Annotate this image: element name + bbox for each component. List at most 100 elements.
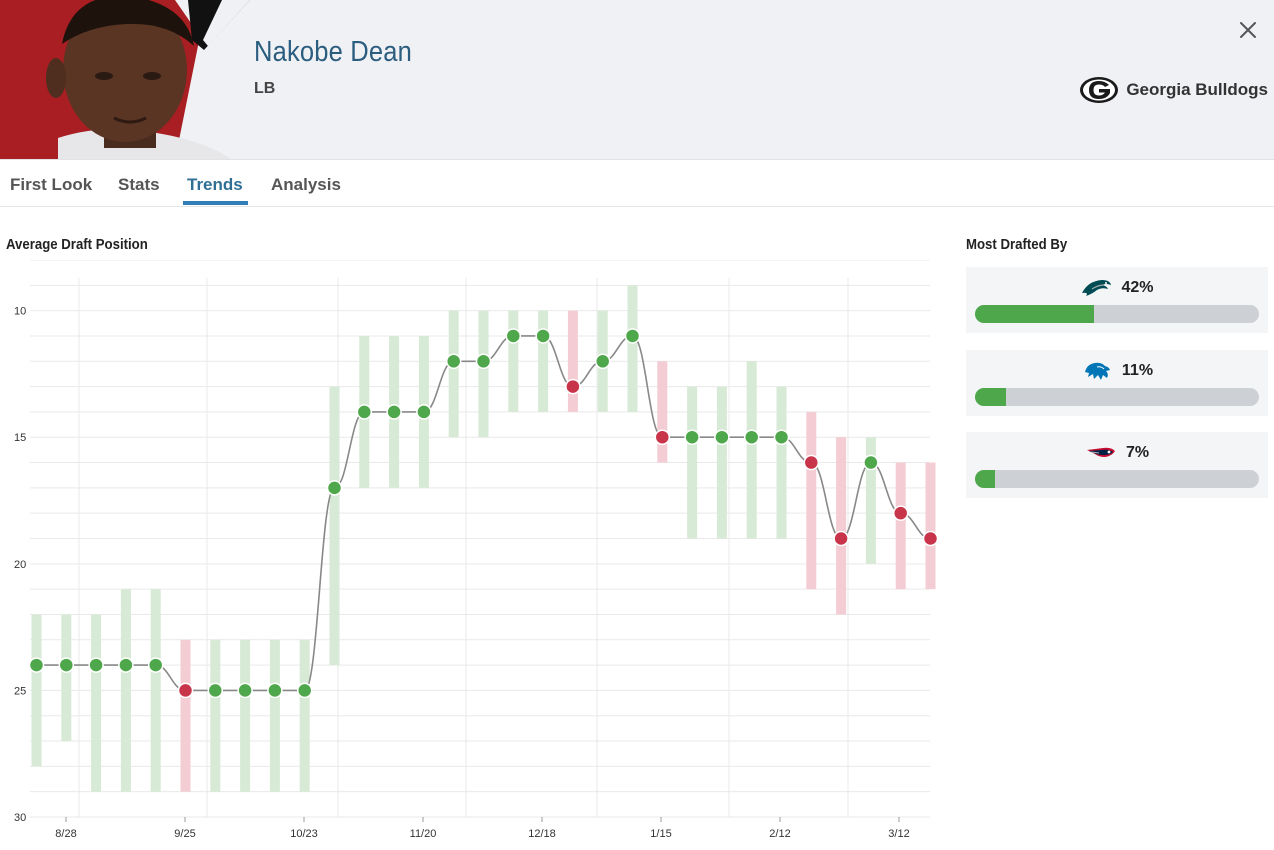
adp-point: [863, 454, 879, 471]
adp-point: [803, 454, 820, 471]
adp-range-bar: [836, 437, 847, 615]
drafted-pct-bar: [975, 388, 1259, 406]
team-affiliation: Georgia Bulldogs: [1079, 76, 1268, 104]
adp-point: [922, 530, 939, 547]
adp-point: [147, 657, 164, 673]
adp-range-bar: [716, 386, 727, 539]
x-tick-label: 10/23: [290, 828, 318, 840]
adp-point: [714, 429, 730, 445]
adp-point: [296, 682, 313, 699]
close-icon[interactable]: [1236, 18, 1260, 42]
adp-point: [773, 429, 790, 445]
drafted-pct-bar-fill: [975, 305, 1095, 323]
adp-point: [833, 530, 849, 547]
drafted-by-card: 7%: [966, 432, 1268, 498]
x-tick-label: 11/20: [410, 828, 437, 840]
team-name: Georgia Bulldogs: [1126, 80, 1268, 99]
tab-bar: First Look Stats Trends Analysis: [0, 161, 1274, 207]
adp-range-bar: [657, 361, 668, 463]
tab-trends[interactable]: Trends: [187, 175, 243, 194]
y-tick-label: 10: [14, 306, 26, 318]
adp-point: [28, 657, 45, 673]
drafted-by-card: 11%: [966, 350, 1268, 416]
adp-point: [684, 429, 700, 445]
eagles-logo-icon: [1082, 280, 1112, 296]
y-tick-label: 20: [14, 559, 26, 571]
adp-point: [267, 682, 283, 699]
adp-range-bar: [865, 437, 876, 564]
tab-stats[interactable]: Stats: [118, 175, 160, 194]
adp-point: [475, 353, 492, 370]
adp-range-bar: [746, 361, 757, 539]
georgia-g-logo-icon: [1080, 77, 1119, 103]
adp-point: [58, 657, 75, 673]
drafted-pct-bar: [975, 305, 1259, 323]
player-position: LB: [254, 80, 276, 97]
adp-chart-title: Average Draft Position: [6, 236, 148, 253]
player-header: Nakobe Dean LB Georgia Bulldogs: [0, 0, 1274, 160]
drafted-pct: 11%: [1121, 362, 1154, 379]
adp-range-bar: [240, 639, 251, 792]
tab-analysis[interactable]: Analysis: [271, 175, 341, 194]
drafted-pct: 7%: [1125, 444, 1150, 461]
patriots-logo-icon: [1086, 447, 1115, 457]
drafted-pct: 42%: [1121, 279, 1154, 296]
adp-range-bar: [538, 310, 549, 412]
y-tick-label: 15: [14, 432, 26, 444]
adp-range-bar: [478, 310, 489, 438]
adp-range-bar: [895, 462, 906, 590]
adp-range-bar: [806, 411, 817, 590]
adp-point: [326, 480, 343, 496]
adp-range-bar: [508, 310, 519, 412]
x-tick-label: 9/25: [174, 828, 195, 840]
adp-point: [177, 682, 194, 699]
drafted-by-card: 42%: [966, 267, 1268, 333]
adp-point: [535, 328, 551, 344]
adp-range-bar: [329, 386, 340, 666]
adp-point: [386, 404, 402, 420]
adp-range-bar: [61, 614, 72, 742]
x-tick-label: 1/15: [650, 828, 671, 840]
adp-range-bar: [120, 589, 131, 792]
adp-point: [356, 404, 373, 420]
adp-point: [445, 353, 462, 370]
player-photo: [0, 0, 250, 159]
x-tick-label: 2/12: [769, 828, 790, 840]
adp-point: [594, 353, 611, 370]
adp-point: [892, 505, 909, 521]
x-tick-label: 3/12: [888, 828, 909, 840]
adp-point: [565, 378, 581, 395]
x-tick-label: 8/28: [55, 828, 76, 840]
tab-first-look[interactable]: First Look: [10, 175, 93, 194]
adp-range-bar: [150, 589, 161, 792]
adp-range-bar: [925, 462, 936, 590]
y-tick-label: 25: [14, 685, 26, 697]
adp-point: [743, 429, 760, 445]
lions-logo-icon: [1084, 362, 1110, 380]
drafted-pct-bar-fill: [975, 388, 1007, 406]
adp-range-bar: [31, 614, 42, 767]
x-tick-label: 12/18: [528, 828, 556, 840]
adp-range-bar: [299, 639, 310, 792]
adp-point: [237, 682, 253, 699]
adp-point: [624, 328, 641, 344]
player-name: Nakobe Dean: [254, 36, 413, 68]
adp-point: [654, 429, 671, 445]
adp-range-bar: [269, 639, 280, 792]
drafted-pct-bar-fill: [975, 470, 995, 488]
adp-chart: 10 15 20 25 30 8/28 9/25 10/23 11/20 12/18 1/15 2/1…: [14, 260, 939, 840]
y-tick-label: 30: [14, 812, 26, 824]
adp-point: [207, 682, 224, 699]
adp-point: [88, 657, 104, 673]
adp-range-bar: [776, 386, 787, 539]
adp-point: [505, 328, 522, 344]
drafted-pct-bar: [975, 470, 1259, 488]
most-drafted-title: Most Drafted By: [966, 236, 1068, 253]
adp-range-bar: [567, 310, 578, 412]
adp-range-bar: [687, 386, 698, 539]
adp-range-bar: [448, 310, 459, 438]
adp-range-bar: [91, 614, 102, 792]
adp-point: [416, 404, 432, 420]
adp-range-bar: [627, 285, 638, 412]
active-tab-indicator: [183, 201, 248, 205]
